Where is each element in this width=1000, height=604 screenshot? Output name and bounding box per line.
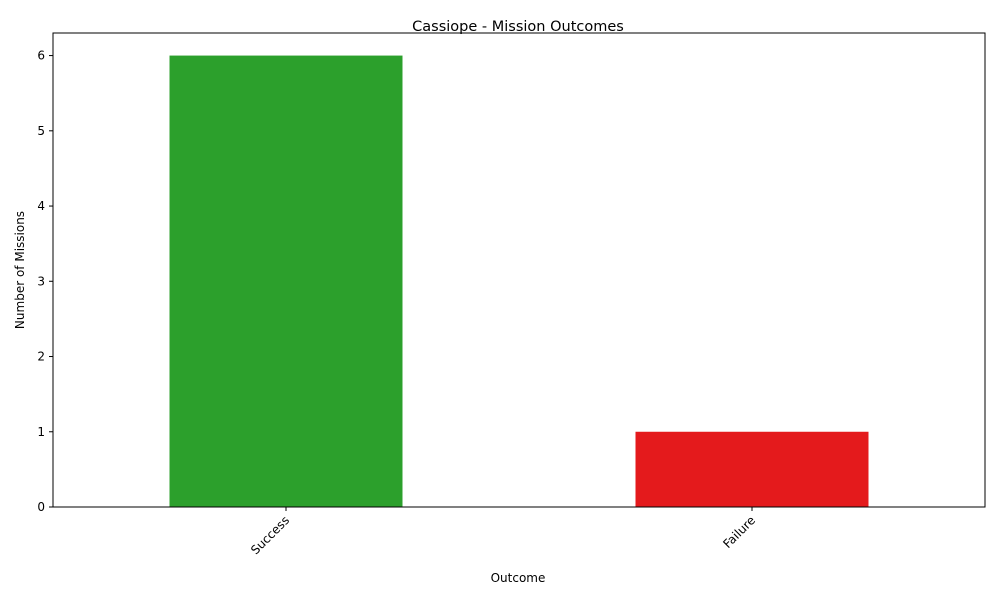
y-tick-label: 3 (37, 274, 45, 288)
y-tick-label: 5 (37, 124, 45, 138)
y-axis-label: Number of Missions (13, 211, 27, 329)
bar-success (169, 55, 403, 507)
y-axis-ticks: 0 1 2 3 4 5 6 (37, 49, 53, 514)
y-tick-label: 1 (37, 425, 45, 439)
bar-failure (635, 431, 869, 507)
chart-title: Cassiope - Mission Outcomes (412, 19, 624, 35)
bars-layer (169, 55, 869, 507)
x-axis-label: Outcome (491, 571, 546, 585)
plot-area-frame (52, 32, 986, 508)
y-tick-label: 4 (37, 199, 45, 213)
y-tick-label: 0 (37, 500, 45, 514)
y-tick-label: 6 (37, 49, 45, 63)
y-tick-label: 2 (37, 350, 45, 364)
